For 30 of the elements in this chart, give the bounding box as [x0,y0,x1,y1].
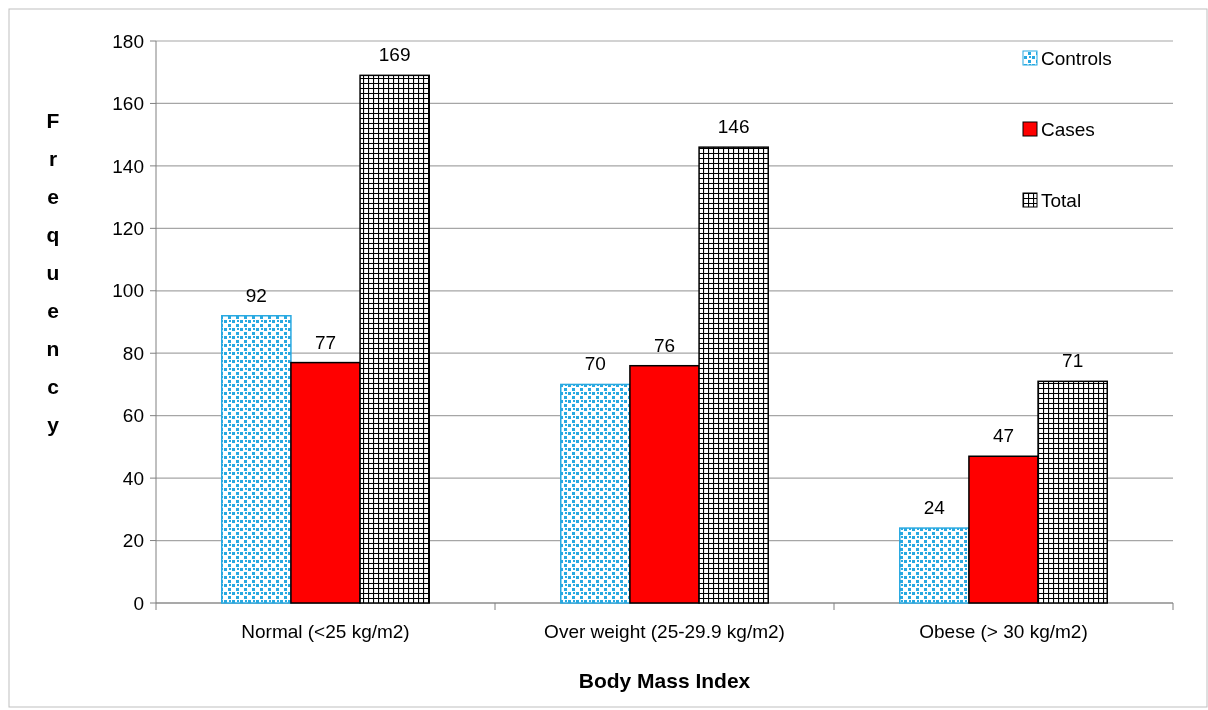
x-axis-title: Body Mass Index [578,669,751,692]
bar [221,315,292,604]
data-label: 71 [1062,350,1084,372]
y-tick-label: 40 [122,467,144,489]
y-tick-label: 120 [112,217,144,239]
y-tick-label: 60 [122,405,144,427]
y-tick-label: 100 [112,280,144,302]
data-label: 169 [378,44,411,66]
y-tick-label: 0 [133,592,144,614]
data-label: 92 [245,284,267,306]
data-label: 24 [923,497,946,519]
y-tick-label: 80 [122,342,144,364]
data-label: 77 [314,331,337,353]
text: Frequency [46,109,60,436]
x-tick-label: Obese (> 30 kg/m2) [919,621,1088,642]
y-tick-label: 140 [112,155,144,177]
bar [560,383,631,604]
y-tick-label: 20 [122,530,144,552]
x-tick-label: Over weight (25-29.9 kg/m2) [544,621,785,642]
data-label: 146 [717,116,750,138]
y-tick-label: 160 [112,93,144,115]
x-tick-label: Normal (<25 kg/m2) [241,621,410,642]
legend-label: Controls [1041,47,1112,69]
y-tick-label: 180 [112,30,144,52]
data-label: 47 [992,425,1015,447]
data-label: 76 [653,334,676,356]
bar [899,527,970,604]
legend-label: Total [1041,189,1082,211]
data-label: 70 [584,353,606,375]
legend-label: Cases [1041,118,1095,140]
